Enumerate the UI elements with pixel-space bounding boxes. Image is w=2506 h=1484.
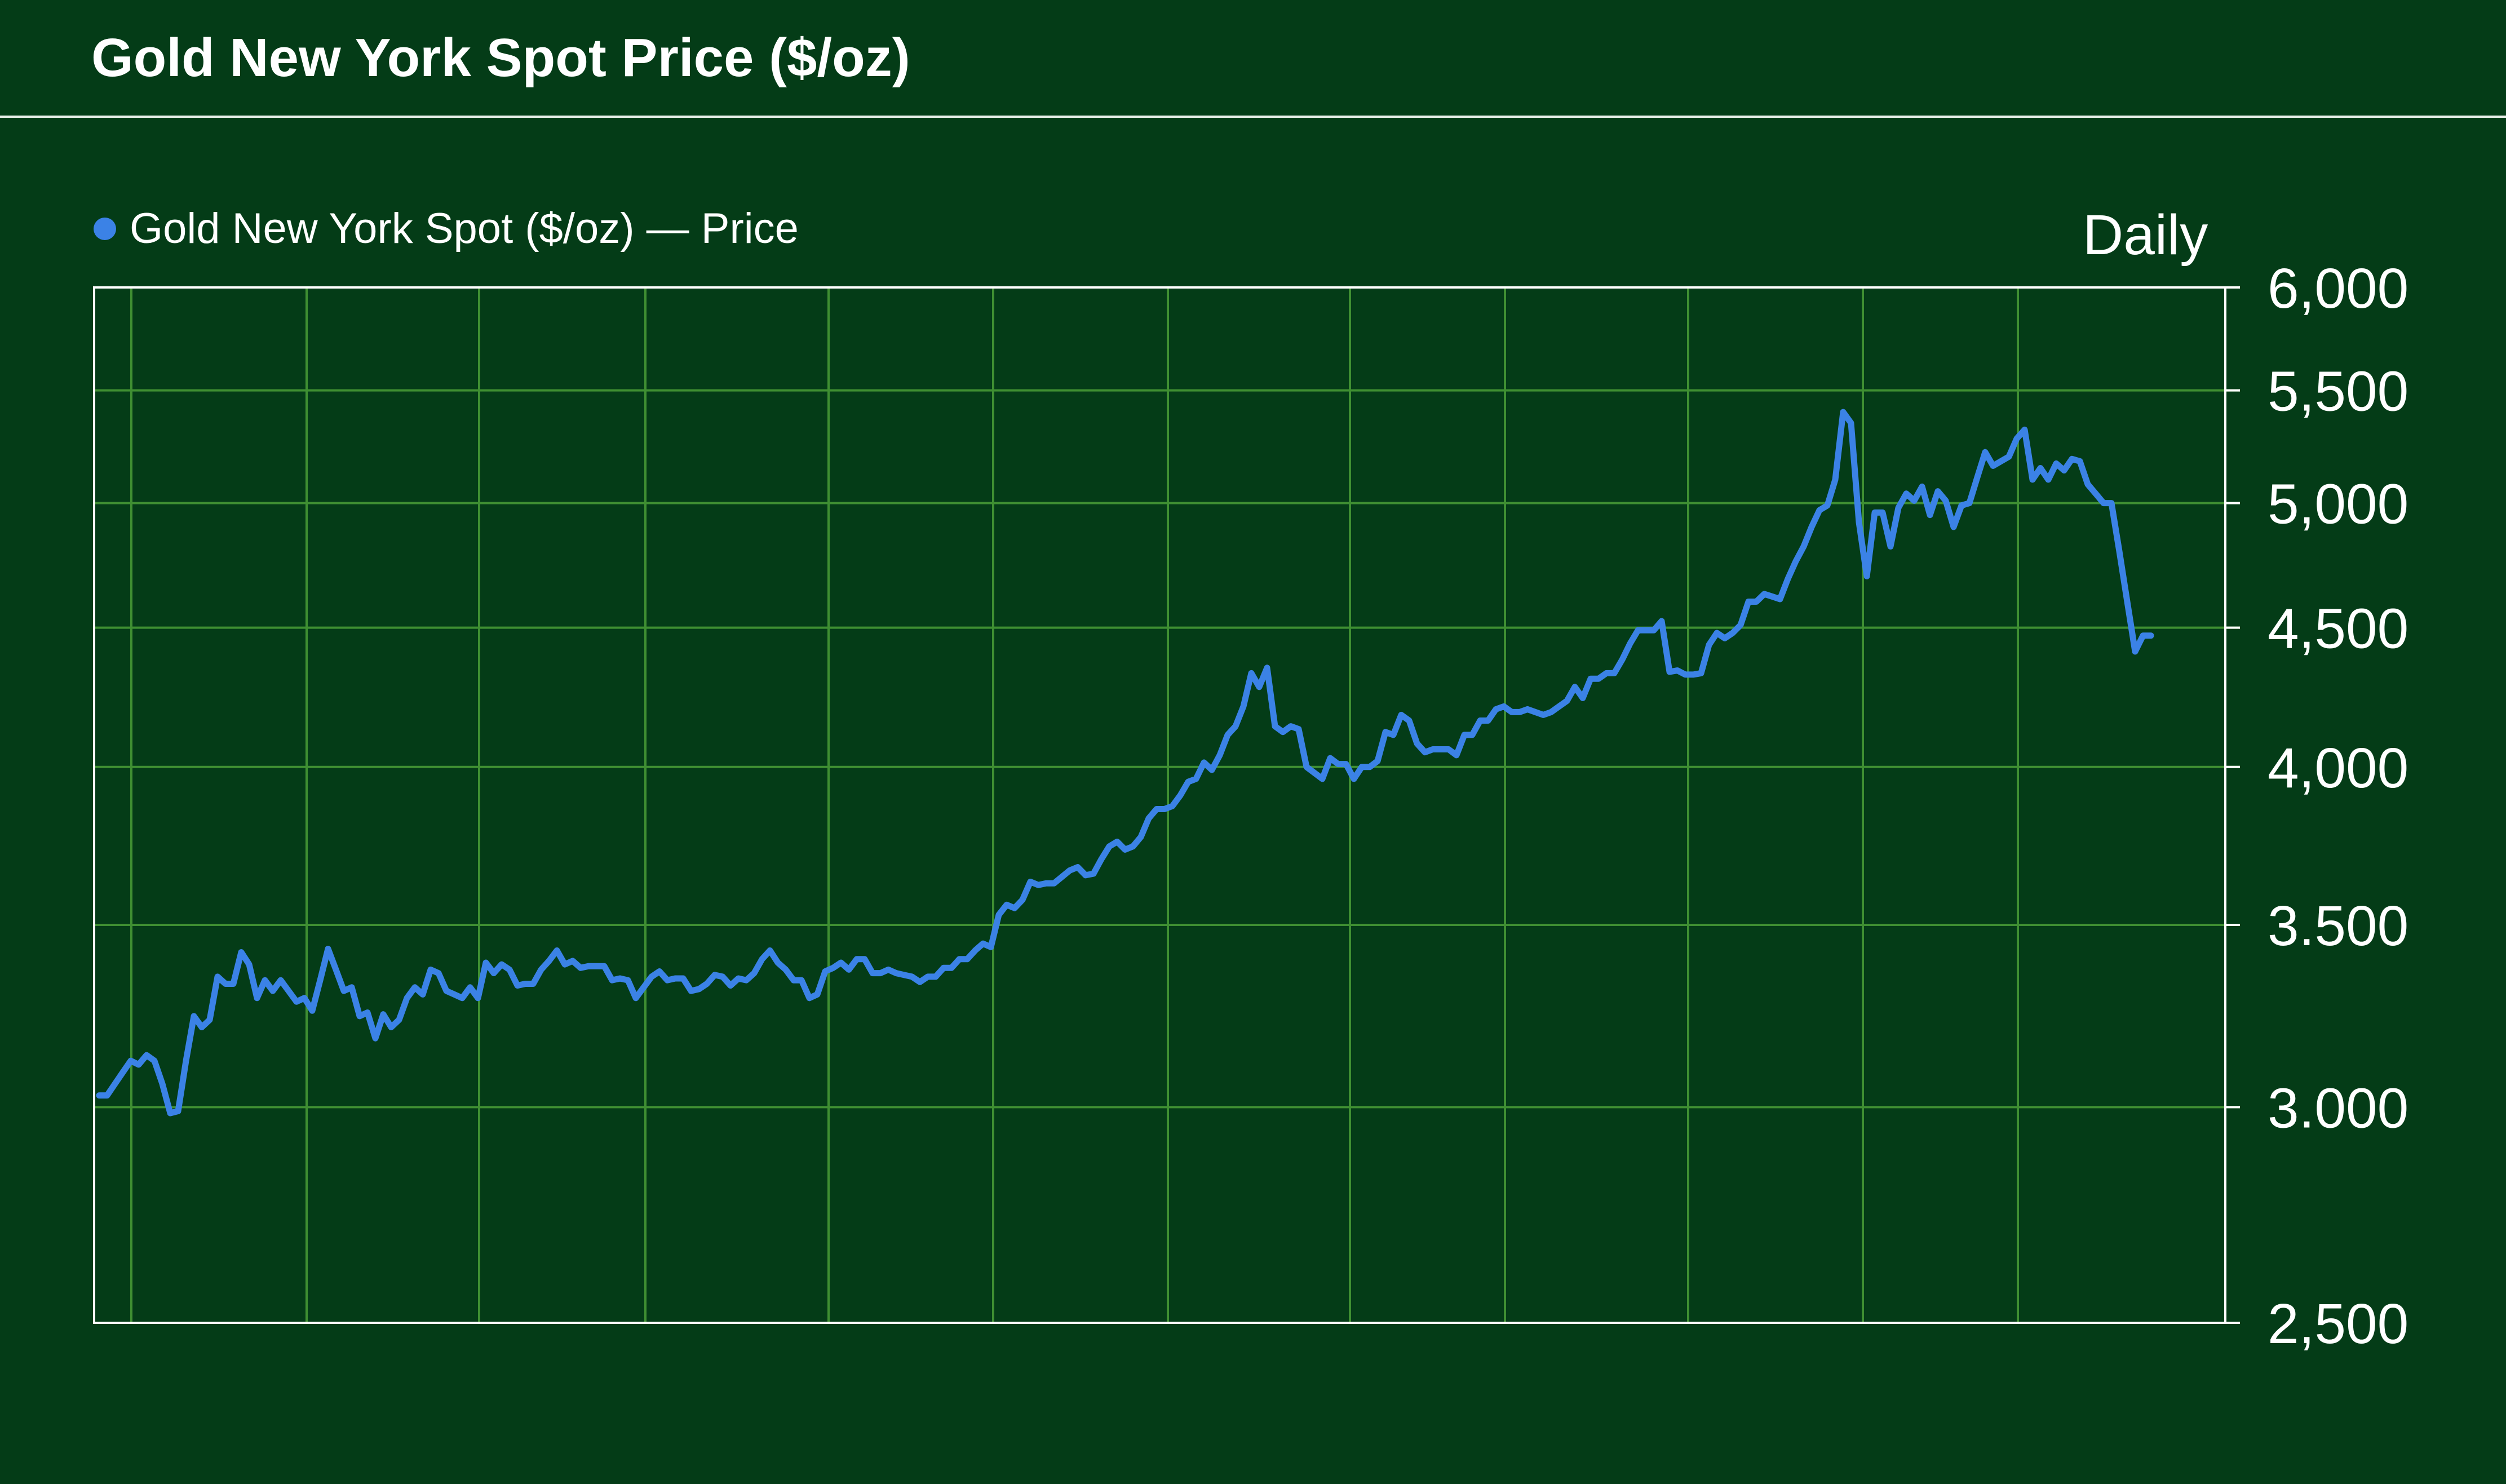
price-series-line: [96, 409, 2154, 1117]
y-tick-label: 2,500: [2268, 1292, 2408, 1355]
chart-legend[interactable]: Gold New York Spot ($/oz) — Price: [94, 204, 799, 253]
y-tick-label: 4,000: [2268, 737, 2408, 800]
horizontal-gridlines: [94, 389, 2240, 1109]
y-tick-label: 5,500: [2268, 360, 2408, 423]
y-tick-label: 6,000: [2268, 257, 2408, 320]
y-tick-label: 3.500: [2268, 894, 2408, 958]
legend-label: Gold New York Spot ($/oz) — Price: [130, 205, 799, 252]
plot-frame: [93, 286, 2226, 1324]
title-divider: [0, 116, 2506, 118]
vertical-gridlines: [130, 287, 2019, 1323]
y-axis-ticks: 6,000 5,500 5,000 4,500 4,000 3.500 3.000 2,500: [2225, 257, 2408, 1355]
legend-marker-icon: [94, 217, 116, 240]
frequency-label[interactable]: Daily: [2083, 203, 2208, 267]
y-tick-label: 5,000: [2268, 473, 2408, 536]
chart-title: Gold New York Spot Price ($/oz): [91, 28, 910, 88]
y-tick-label: 4,500: [2268, 597, 2408, 661]
y-tick-label: 3.000: [2268, 1077, 2408, 1140]
